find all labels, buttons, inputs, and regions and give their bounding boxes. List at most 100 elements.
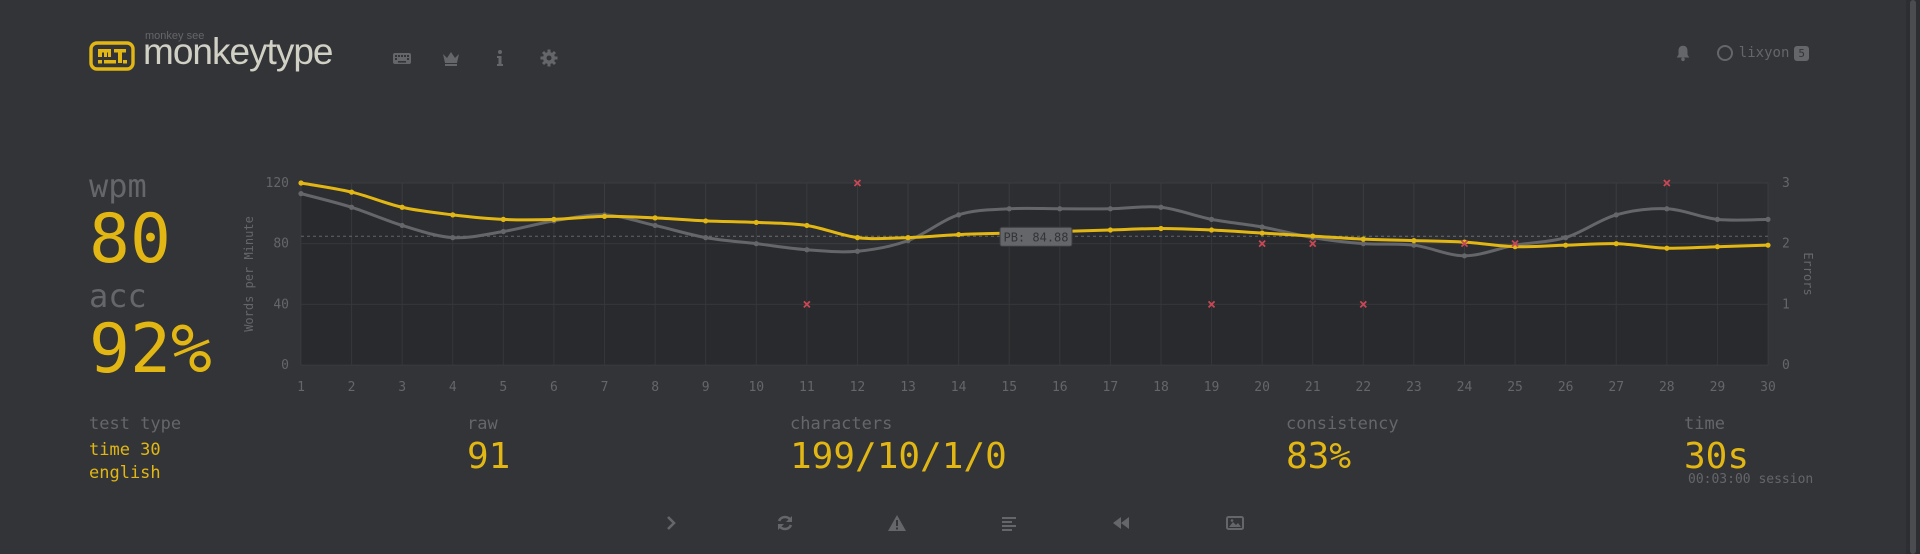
x-tick-label: 14 bbox=[951, 380, 967, 395]
info-icon bbox=[496, 50, 503, 66]
y-tick-label: 0 bbox=[281, 358, 289, 373]
raw-point bbox=[804, 247, 810, 253]
acc-group: acc 92% bbox=[89, 280, 239, 384]
notifications-button[interactable] bbox=[1671, 41, 1695, 65]
wpm-point bbox=[956, 231, 962, 238]
acc-label: acc bbox=[89, 277, 147, 315]
x-tick-label: 4 bbox=[449, 380, 457, 395]
refresh-icon bbox=[777, 515, 793, 531]
wpm-chart: 0 40 80 120 0 1 2 3 1 2 3 4 5 6 7 8 9 10 11 12 13 14 15 16 17 18 1… bbox=[236, 172, 1826, 396]
next-test-button[interactable] bbox=[656, 510, 686, 536]
raw-point bbox=[1208, 216, 1215, 222]
wpm-point bbox=[1107, 227, 1113, 233]
wpm-point bbox=[854, 235, 861, 241]
wpm-point bbox=[551, 216, 557, 222]
wpm-point bbox=[1310, 233, 1316, 239]
characters-value: 199/10/1/0 bbox=[790, 436, 1007, 477]
wpm-point bbox=[1765, 242, 1771, 248]
page-scrollbar[interactable] bbox=[1906, 0, 1920, 554]
test-type-group: test type time 30 english bbox=[89, 416, 181, 485]
pb-label: PB: 84.88 bbox=[1003, 230, 1068, 244]
main-nav bbox=[377, 45, 573, 71]
characters-label: characters bbox=[790, 414, 893, 434]
x-tick-label: 6 bbox=[550, 380, 558, 395]
x-tick-label: 29 bbox=[1710, 380, 1726, 395]
x-tick-label: 12 bbox=[850, 380, 866, 395]
raw-point bbox=[1411, 242, 1417, 248]
x-tick-label: 19 bbox=[1204, 380, 1220, 395]
wpm-point bbox=[298, 180, 304, 186]
error-marker bbox=[1309, 240, 1317, 248]
y-axis-title: Words per Minute bbox=[242, 216, 256, 332]
consistency-label: consistency bbox=[1286, 414, 1399, 434]
x-tick-label: 27 bbox=[1608, 380, 1624, 395]
raw-area-fill bbox=[301, 193, 1768, 365]
backward-icon bbox=[1113, 517, 1129, 529]
raw-point bbox=[1664, 206, 1670, 212]
keyboard-icon bbox=[392, 53, 411, 64]
y-tick-label: 80 bbox=[273, 237, 289, 252]
wpm-point bbox=[1714, 244, 1721, 250]
level-badge: 5 bbox=[1794, 45, 1809, 61]
y-tick-label: 40 bbox=[273, 297, 289, 312]
x-tick-label: 11 bbox=[799, 380, 815, 395]
practice-missed-button[interactable] bbox=[882, 510, 912, 536]
test-type-language: english bbox=[89, 463, 161, 483]
keyboard-logo-icon bbox=[89, 41, 135, 71]
x-tick-label: 1 bbox=[297, 380, 305, 395]
restart-test-button[interactable] bbox=[770, 510, 800, 536]
raw-point bbox=[399, 222, 405, 229]
error-marker bbox=[1359, 300, 1367, 308]
nav-test-button[interactable] bbox=[377, 45, 426, 71]
raw-point bbox=[753, 241, 759, 247]
account-nav: lixyon 5 bbox=[1671, 41, 1809, 65]
wpm-point bbox=[652, 215, 658, 221]
test-type-mode: time 30 bbox=[89, 440, 161, 460]
chevron-right-icon bbox=[667, 516, 676, 530]
show-words-history-button[interactable] bbox=[994, 510, 1024, 536]
raw-point bbox=[1006, 206, 1012, 212]
wpm-point bbox=[1259, 230, 1265, 236]
raw-value: 91 bbox=[467, 436, 511, 477]
y2-tick-label: 0 bbox=[1782, 358, 1790, 373]
raw-point bbox=[1613, 212, 1619, 218]
watch-replay-button[interactable] bbox=[1106, 510, 1136, 536]
consistency-group: consistency 83% bbox=[1286, 416, 1399, 475]
wpm-value: 80 bbox=[89, 200, 171, 279]
gear-icon bbox=[540, 49, 557, 67]
raw-point bbox=[1107, 206, 1113, 212]
raw-point bbox=[450, 235, 456, 241]
plot-area bbox=[301, 183, 1768, 365]
x-tick-label: 9 bbox=[702, 380, 710, 395]
wpm-point bbox=[753, 219, 759, 226]
nav-about-button[interactable] bbox=[475, 45, 524, 71]
wpm-group: wpm 80 bbox=[89, 170, 239, 274]
x-tick-label: 25 bbox=[1507, 380, 1523, 395]
wpm-point bbox=[348, 189, 355, 195]
x-tick-label: 2 bbox=[348, 380, 356, 395]
wpm-label: wpm bbox=[89, 167, 147, 205]
nav-leaderboards-button[interactable] bbox=[426, 45, 475, 71]
raw-group: raw 91 bbox=[467, 416, 510, 475]
x-tick-label: 26 bbox=[1558, 380, 1574, 395]
raw-point bbox=[854, 248, 861, 254]
nav-settings-button[interactable] bbox=[524, 45, 573, 71]
x-tick-label: 10 bbox=[748, 380, 764, 395]
raw-point bbox=[1461, 253, 1468, 259]
scrollbar-thumb[interactable] bbox=[1910, 0, 1916, 554]
time-label: time bbox=[1684, 414, 1725, 434]
wpm-point bbox=[1664, 245, 1670, 251]
x-tick-label: 30 bbox=[1760, 380, 1776, 395]
save-screenshot-button[interactable] bbox=[1220, 510, 1250, 536]
wpm-point bbox=[1411, 238, 1417, 244]
wpm-point bbox=[1613, 241, 1619, 247]
main-stats: wpm 80 acc 92% bbox=[89, 170, 239, 384]
y2-tick-label: 2 bbox=[1782, 237, 1790, 252]
pb-label-box bbox=[999, 226, 1073, 247]
account-button[interactable]: lixyon 5 bbox=[1716, 45, 1809, 61]
error-marker bbox=[1207, 300, 1216, 308]
y2-tick-label: 1 bbox=[1782, 297, 1790, 312]
raw-series-line bbox=[300, 192, 1769, 258]
image-icon bbox=[1226, 516, 1244, 530]
header: monkey see monkeytype lixyon 5 bbox=[89, 27, 1809, 87]
